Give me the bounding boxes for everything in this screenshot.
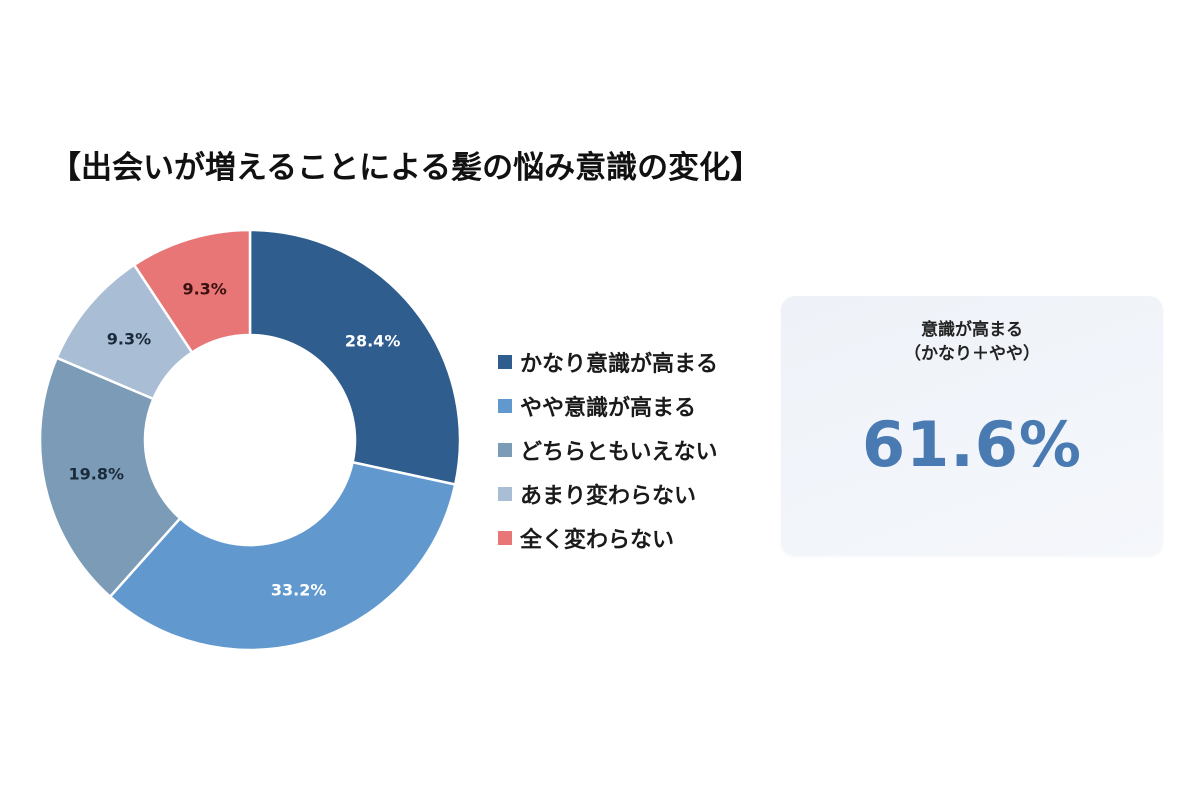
- donut-slice: [248, 228, 462, 487]
- legend-label: どちらともいえない: [520, 440, 718, 465]
- legend-item: 全く変わらない: [498, 516, 718, 560]
- donut-svg: [38, 228, 462, 652]
- legend-label: かなり意識が高まる: [520, 352, 719, 377]
- legend-item: かなり意識が高まる: [498, 340, 718, 384]
- donut-slice: [38, 356, 182, 599]
- slice-label: 9.3%: [182, 279, 227, 299]
- legend-swatch-icon: [498, 487, 512, 501]
- summary-card: 意識が高まる （かなり＋やや） 61.6%: [781, 296, 1163, 556]
- summary-title-line1: 意識が高まる: [921, 320, 1023, 340]
- legend-item: どちらともいえない: [498, 428, 718, 472]
- summary-title: 意識が高まる （かなり＋やや）: [781, 318, 1163, 366]
- legend-label: あまり変わらない: [520, 484, 697, 509]
- slice-label: 33.2%: [270, 580, 327, 600]
- legend-label: 全く変わらない: [520, 528, 675, 553]
- summary-title-line2: （かなり＋やや）: [904, 344, 1040, 364]
- donut-slice: [132, 228, 252, 355]
- legend-swatch-icon: [498, 531, 512, 545]
- slice-label: 28.4%: [344, 331, 401, 351]
- slice-label: 19.8%: [68, 464, 125, 484]
- legend: かなり意識が高まる やや意識が高まる どちらともいえない あまり変わらない 全く…: [498, 340, 718, 560]
- chart-title: 【出会いが増えることによる髪の悩み意識の変化】: [50, 150, 762, 186]
- legend-item: あまり変わらない: [498, 472, 718, 516]
- legend-swatch-icon: [498, 443, 512, 457]
- donut-slice: [108, 460, 457, 652]
- donut-chart: 28.4% 33.2% 19.8% 9.3% 9.3%: [0, 0, 520, 700]
- legend-item: やや意識が高まる: [498, 384, 718, 428]
- summary-value: 61.6%: [861, 408, 1083, 481]
- legend-swatch-icon: [498, 399, 512, 413]
- legend-swatch-icon: [498, 355, 512, 369]
- slice-label: 9.3%: [106, 329, 152, 349]
- legend-label: やや意識が高まる: [520, 396, 697, 421]
